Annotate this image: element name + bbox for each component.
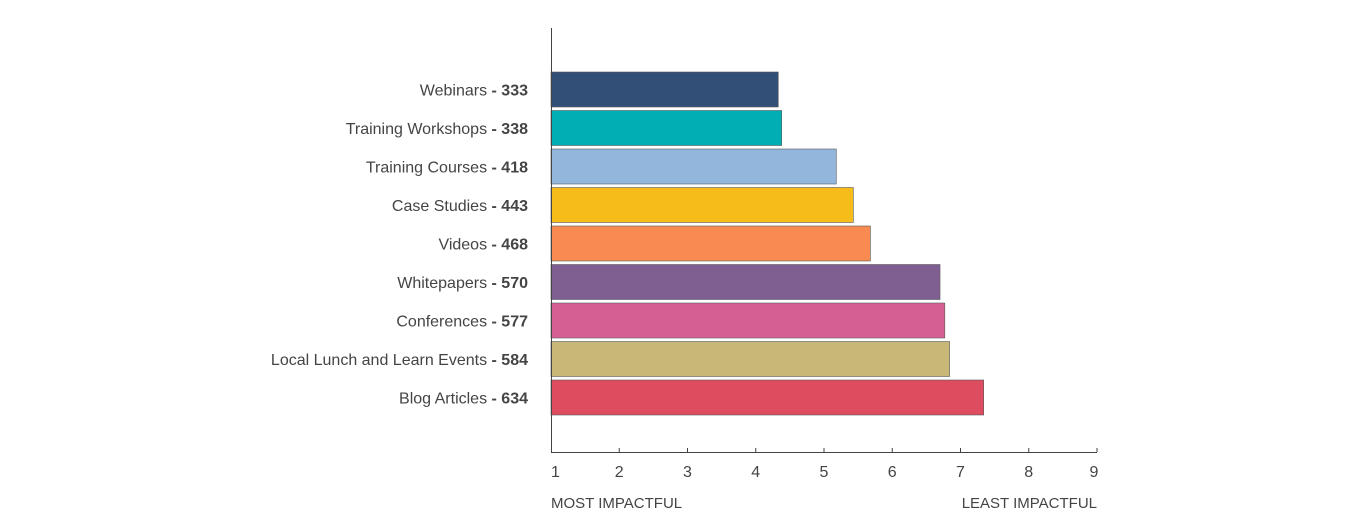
bar-videos	[550, 225, 871, 262]
category-label-blog-articles: Blog Articles - 634	[399, 391, 528, 408]
x-tick-label-9: 9	[1090, 464, 1099, 481]
x-tick-label-7: 7	[956, 464, 965, 481]
bar-conferences	[550, 302, 946, 339]
x-tick-label-3: 3	[683, 464, 692, 481]
x-tick-label-6: 6	[888, 464, 897, 481]
category-name: Webinars	[420, 83, 487, 100]
category-label-videos: Videos - 468	[438, 237, 528, 254]
x-tick-label-5: 5	[820, 464, 829, 481]
category-count: - 443	[487, 198, 528, 215]
category-count: - 468	[487, 237, 528, 254]
x-tick-label-2: 2	[615, 464, 624, 481]
x-tick-label-4: 4	[751, 464, 760, 481]
category-name: Whitepapers	[397, 275, 487, 292]
bar-whitepapers	[550, 264, 941, 300]
category-count: - 338	[487, 121, 528, 138]
category-name: Conferences	[396, 314, 487, 331]
category-count: - 577	[487, 314, 528, 331]
x-tick-label-8: 8	[1024, 464, 1033, 481]
category-name: Local Lunch and Learn Events	[271, 352, 487, 369]
category-label-case-studies: Case Studies - 443	[392, 198, 528, 215]
bar-training-courses	[550, 148, 837, 185]
category-name: Training Courses	[366, 160, 487, 177]
category-name: Training Workshops	[346, 121, 487, 138]
category-count: - 634	[487, 391, 528, 408]
bar-training-workshops	[550, 110, 782, 146]
category-label-training-workshops: Training Workshops - 338	[346, 121, 528, 138]
category-label-training-courses: Training Courses - 418	[366, 160, 528, 177]
x-tick-label-1: 1	[551, 464, 560, 481]
x-axis-label-most-impactful: MOST IMPACTFUL	[551, 495, 682, 510]
bar-local-lunch-and-learn-events	[550, 341, 950, 377]
category-name: Blog Articles	[399, 391, 487, 408]
category-label-local-lunch-and-learn-events: Local Lunch and Learn Events - 584	[271, 352, 528, 369]
bars-group	[550, 71, 985, 416]
category-name: Videos	[438, 237, 487, 254]
category-name: Case Studies	[392, 198, 487, 215]
category-count: - 418	[487, 160, 528, 177]
category-label-webinars: Webinars - 333	[420, 83, 528, 100]
category-count: - 584	[487, 352, 528, 369]
bar-case-studies	[550, 187, 854, 223]
x-axis-label-least-impactful: LEAST IMPACTFUL	[962, 495, 1097, 510]
category-count: - 570	[487, 275, 528, 292]
category-count: - 333	[487, 83, 528, 100]
category-label-conferences: Conferences - 577	[396, 314, 528, 331]
bar-blog-articles	[550, 379, 985, 416]
x-axis-ticks-group: 1 2 3 4 5 6 7 8 9	[551, 448, 1099, 481]
bar-webinars	[550, 71, 779, 108]
category-label-whitepapers: Whitepapers - 570	[397, 275, 528, 292]
